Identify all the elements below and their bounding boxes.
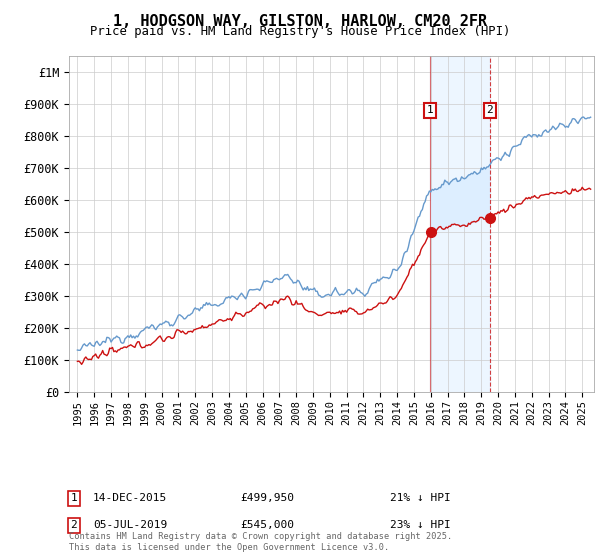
Text: 2: 2 — [70, 520, 77, 530]
Text: £545,000: £545,000 — [240, 520, 294, 530]
Text: 14-DEC-2015: 14-DEC-2015 — [93, 493, 167, 503]
Text: 1, HODGSON WAY, GILSTON, HARLOW, CM20 2FR: 1, HODGSON WAY, GILSTON, HARLOW, CM20 2F… — [113, 14, 487, 29]
Text: 2: 2 — [487, 105, 493, 115]
Text: 05-JUL-2019: 05-JUL-2019 — [93, 520, 167, 530]
Text: Price paid vs. HM Land Registry's House Price Index (HPI): Price paid vs. HM Land Registry's House … — [90, 25, 510, 38]
Text: 21% ↓ HPI: 21% ↓ HPI — [390, 493, 451, 503]
Text: £499,950: £499,950 — [240, 493, 294, 503]
Text: 23% ↓ HPI: 23% ↓ HPI — [390, 520, 451, 530]
Text: Contains HM Land Registry data © Crown copyright and database right 2025.
This d: Contains HM Land Registry data © Crown c… — [69, 532, 452, 552]
Bar — [430, 56, 490, 392]
Text: 1: 1 — [427, 105, 433, 115]
Text: 1: 1 — [70, 493, 77, 503]
